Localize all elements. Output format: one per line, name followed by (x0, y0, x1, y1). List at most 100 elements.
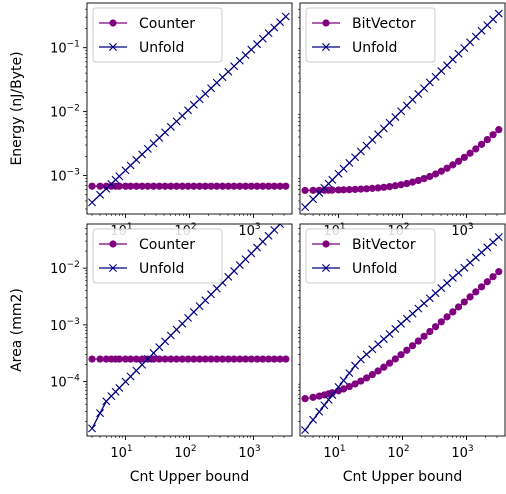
data-point (431, 170, 440, 178)
legend-marker (109, 43, 117, 51)
data-point (385, 359, 394, 367)
data-point (144, 182, 152, 190)
y-tick-label: 10−3 (50, 317, 80, 334)
legend-label: Unfold (352, 40, 397, 56)
data-point (155, 182, 163, 190)
data-point (357, 377, 365, 385)
data-point (172, 355, 181, 363)
data-point (309, 415, 318, 424)
data-point (368, 370, 376, 379)
series-counter (88, 182, 290, 190)
data-point (236, 355, 244, 363)
data-point (449, 161, 457, 169)
data-point (443, 313, 451, 321)
data-point (184, 182, 192, 190)
data-point (115, 355, 123, 363)
data-point (357, 185, 365, 193)
legend-box (92, 7, 223, 63)
data-point (437, 318, 445, 326)
data-point (495, 268, 503, 276)
chart-panel-bottom-left: 101 102 103 10−4 10−3 10−2 Counter Unfold Area (… (9, 215, 293, 485)
data-point (328, 186, 336, 194)
series-unfold (88, 215, 289, 433)
legend-label: Unfold (139, 261, 184, 277)
legend-marker (322, 264, 330, 272)
data-point (96, 182, 104, 190)
chart-panel-bottom-right: 101 102 103 BitVector Unfold Cnt Upper bound (298, 223, 506, 485)
data-point (339, 376, 348, 385)
data-point (195, 182, 204, 190)
data-point (224, 182, 232, 190)
data-point (115, 182, 123, 190)
legend-box (305, 228, 436, 284)
data-point (201, 355, 209, 363)
data-point (301, 203, 310, 212)
series-bitvector (301, 268, 503, 403)
data-point (309, 195, 318, 204)
data-point (155, 355, 163, 363)
data-point (339, 186, 348, 194)
data-point (324, 395, 333, 404)
data-point (213, 182, 221, 190)
data-point (282, 355, 290, 363)
legend-label: Unfold (352, 261, 397, 277)
y-tick-label: 10−3 (50, 168, 80, 185)
data-point (334, 186, 343, 194)
data-point (184, 355, 192, 363)
legend: Counter Unfold (92, 228, 223, 284)
data-point (483, 278, 491, 286)
series-unfold (88, 12, 290, 207)
data-point (190, 355, 198, 363)
legend-label: BitVector (352, 237, 416, 253)
legend-marker (322, 19, 330, 27)
data-point (241, 355, 250, 363)
data-point (281, 12, 290, 21)
x-tick-label: 102 (387, 444, 409, 461)
legend-marker (109, 19, 117, 27)
x-tick-label: 102 (174, 444, 196, 461)
data-point (96, 355, 104, 363)
plot-area (88, 12, 290, 207)
data-point (213, 355, 221, 363)
data-point (334, 382, 343, 391)
legend: Counter Unfold (92, 7, 223, 63)
data-point (178, 182, 186, 190)
data-point (443, 164, 451, 172)
data-point (408, 178, 417, 186)
data-point (282, 182, 290, 190)
axes-frame (86, 223, 293, 437)
data-point (345, 186, 353, 194)
series-counter (88, 355, 290, 363)
data-point (230, 182, 238, 190)
data-point (138, 355, 146, 363)
plot-area (88, 215, 290, 433)
data-point (374, 184, 382, 192)
data-point (385, 182, 394, 191)
data-point (301, 426, 310, 435)
data-point (374, 367, 382, 375)
data-point (218, 355, 227, 363)
series-unfold (301, 233, 503, 435)
y-axis-label: Energy (nJ/Byte) (9, 51, 25, 165)
data-point (437, 167, 445, 175)
data-point (282, 215, 289, 222)
data-point (414, 337, 422, 345)
data-point (88, 182, 96, 190)
data-point (264, 182, 273, 190)
data-point (472, 288, 480, 296)
x-tick-label: 103 (238, 444, 260, 461)
data-point (309, 393, 317, 401)
data-point (149, 355, 158, 363)
x-tick-label: 103 (451, 222, 473, 239)
data-point (218, 182, 227, 190)
data-point (270, 182, 278, 190)
data-point (161, 182, 169, 190)
legend-marker (322, 240, 330, 248)
data-point (426, 327, 434, 336)
data-point (420, 332, 428, 340)
data-point (391, 182, 399, 190)
plot-area (301, 233, 503, 435)
series-bitvector (301, 126, 503, 195)
